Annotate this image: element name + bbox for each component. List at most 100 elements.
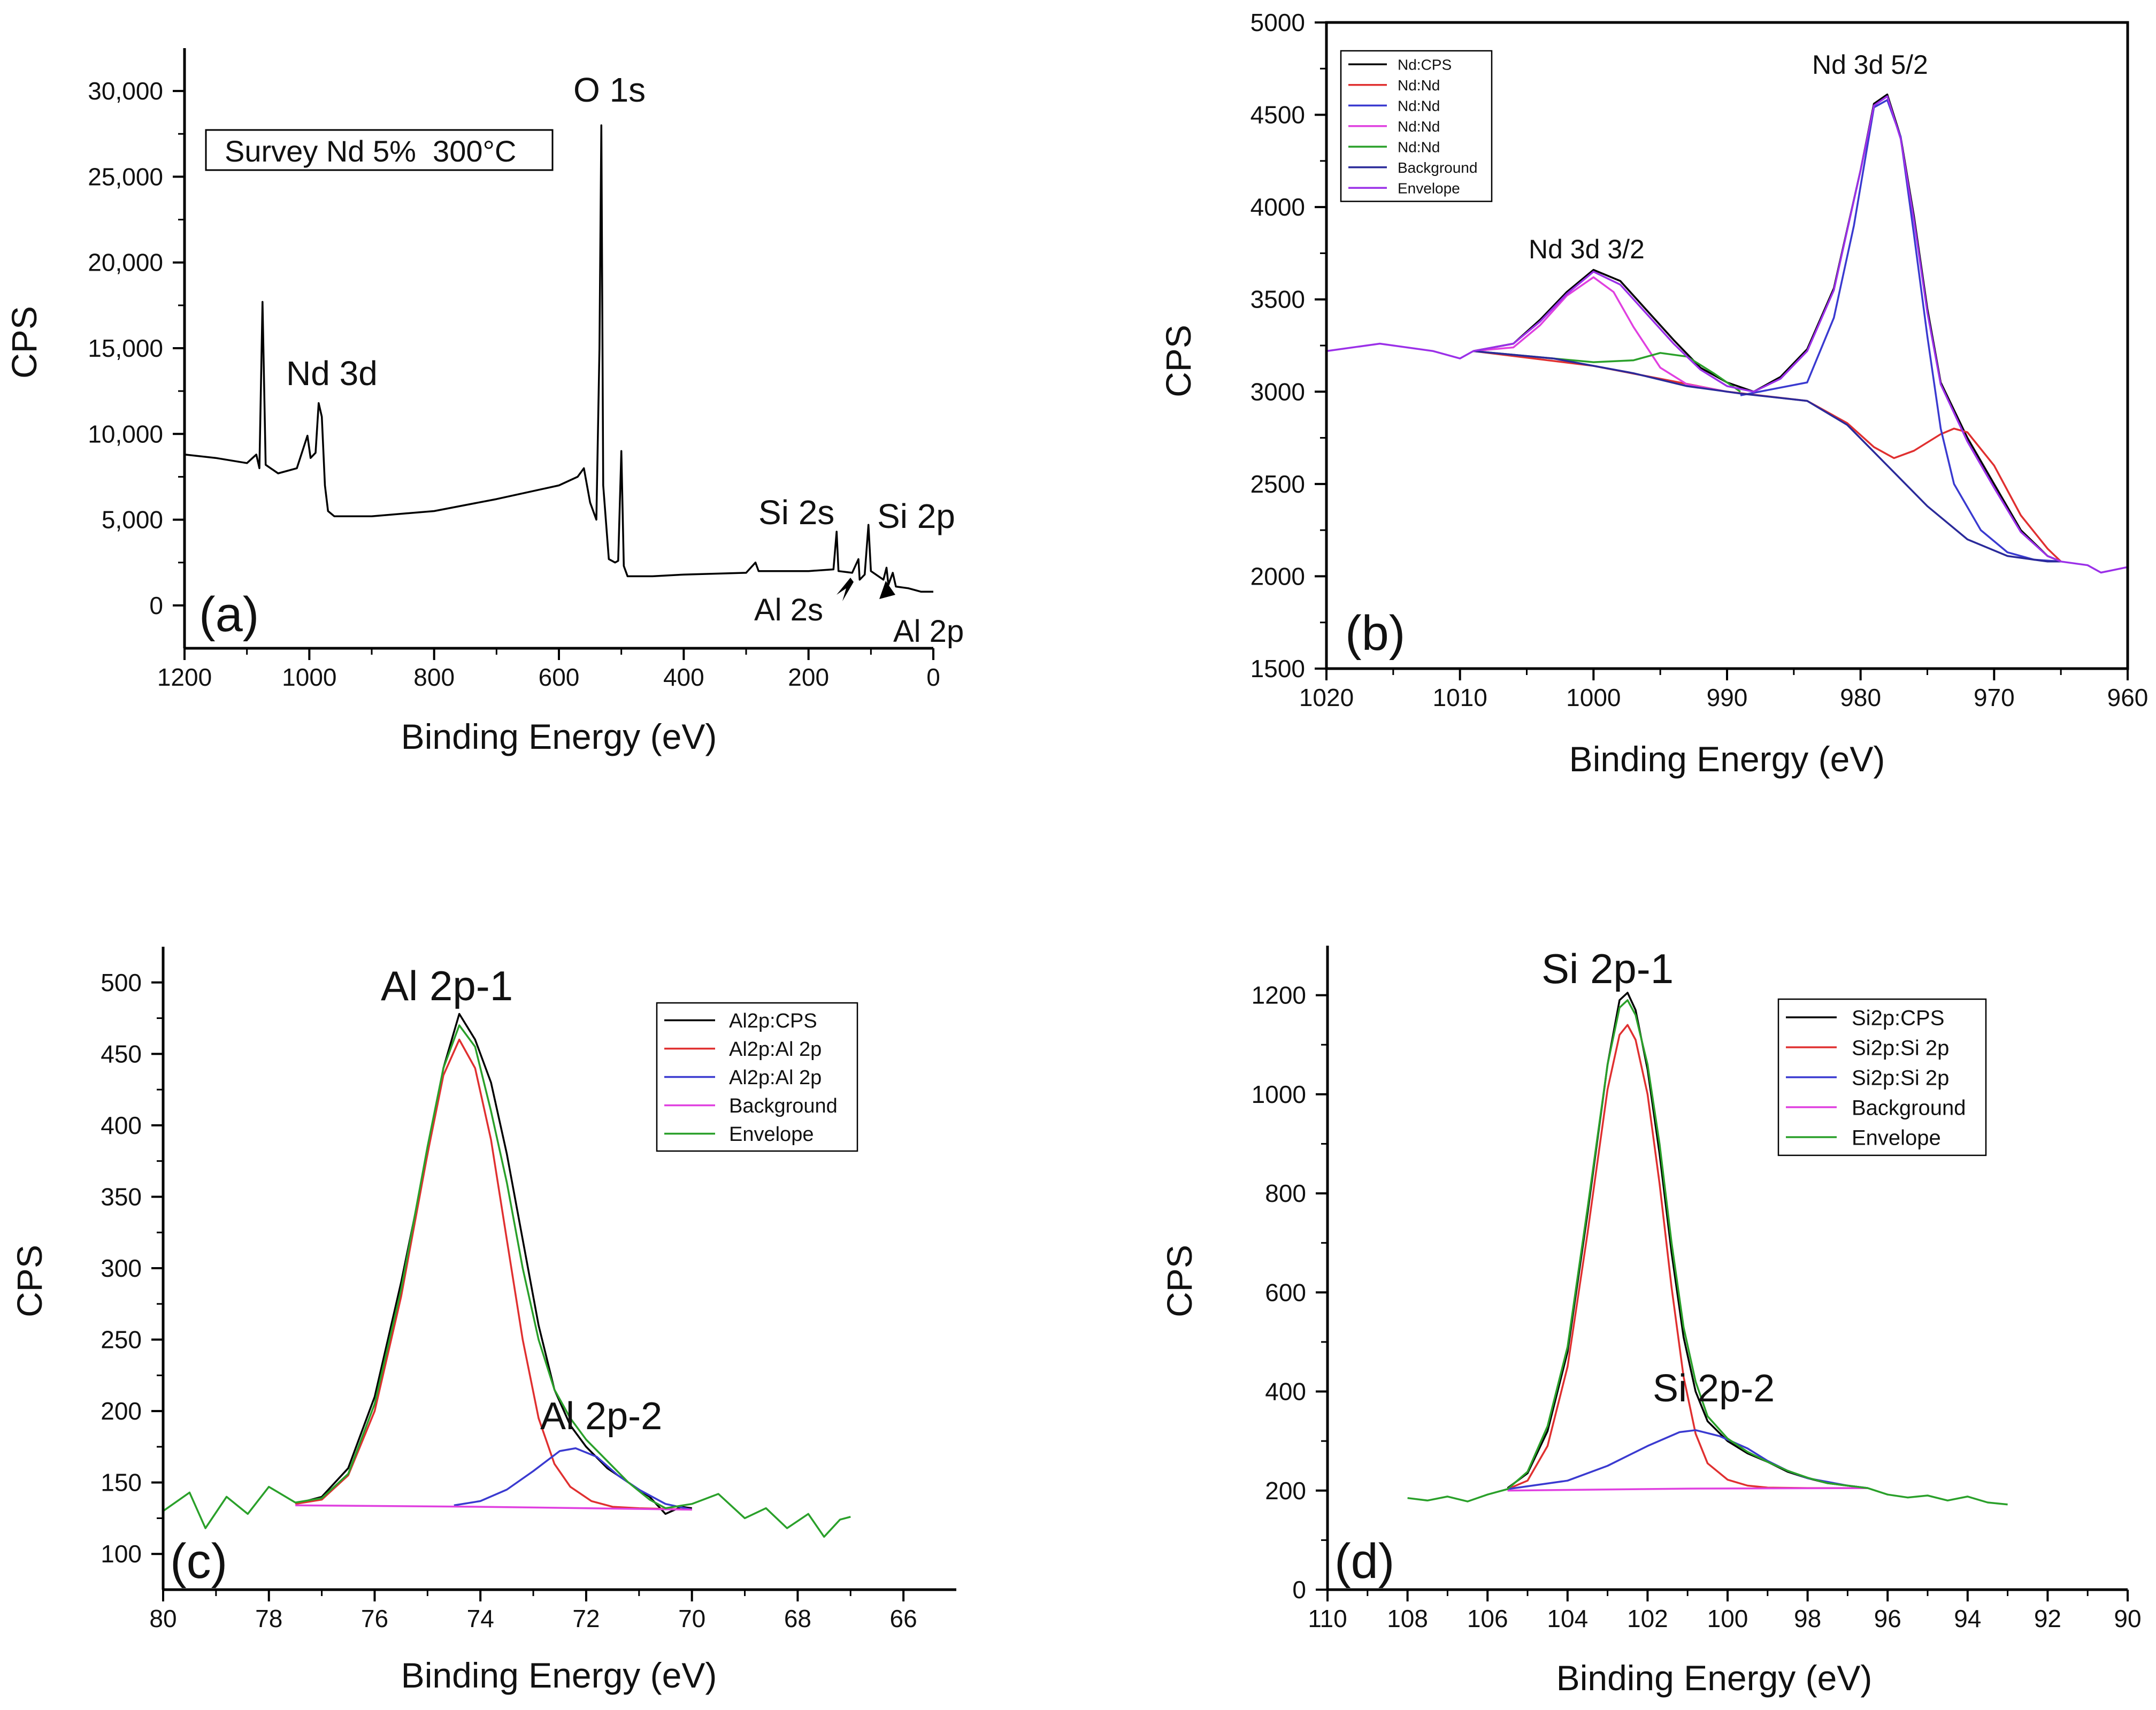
panel-a-x-tick-label: 600 [539,663,580,691]
panel-b-series-0-nd-cps [1473,93,2061,563]
annotation-nd-3d: Nd 3d [286,354,378,393]
panel-a-legend-text: Survey Nd 5% 300°C [225,134,516,168]
panel-b-x-tick-label: 990 [1707,684,1748,711]
panel-a-x-tick-label: 1000 [282,663,336,691]
panel-a-legend-box [205,129,554,171]
panel-d-legend-label: Background [1852,1096,1966,1119]
panel-d-legend-label: Si2p:Si 2p [1852,1066,1949,1090]
panel-b-x-tick-label: 970 [1974,684,2015,711]
panel-b-x-tick-label: 980 [1840,684,1881,711]
panel-b-nd-3d-spectrum: 1020 1010 1000 990 980 970 960 1500 2000 2500 3000… [1158,9,2148,779]
annotation-si-2s: Si 2s [758,493,834,532]
panel-d-series-4-envelope [1407,999,2008,1506]
panel-a-y-tick-label: 25,000 [88,163,163,190]
panel-d-x-tick-label: 108 [1387,1605,1428,1632]
panel-b-y-tick-label: 2000 [1250,562,1305,590]
panel-b-y-tick-label: 4500 [1250,101,1305,129]
panel-c-series-0-al2p-cps [295,1013,692,1515]
panel-d-tick-layer: 110 108 106 104 102 100 98 96 94 92 90 0 200 400 600 80… [1252,981,2142,1632]
panel-c-y-tick-label: 400 [101,1111,142,1139]
annotation-al-2p-1: Al 2p-1 [381,962,513,1009]
panel-d-y-tick-label: 200 [1265,1477,1306,1505]
panel-b-legend-label: Nd:CPS [1398,56,1452,73]
panel-b-y-tick-label: 4000 [1250,193,1305,221]
panel-a-series-0-spectrum [184,124,933,593]
panel-b-legend-label: Background [1398,159,1477,176]
panel-a-y-tick-label: 20,000 [88,249,163,277]
panel-b-y-axis-label: CPS [1158,325,1198,397]
annotation-si-2p-1: Si 2p-1 [1541,945,1674,992]
panel-d-x-tick-label: 98 [1794,1605,1821,1632]
panel-d-y-tick-label: 1000 [1252,1080,1306,1108]
panel-c-legend-label: Al2p:CPS [729,1010,817,1032]
panel-d-si-2p-spectrum: 110 108 106 104 102 100 98 96 94 92 90 0 200 400 600 80… [1160,945,2142,1698]
panel-b-tick-layer: 1020 1010 1000 990 980 970 960 1500 2000 2500 3000… [1250,9,2149,711]
panel-d-series-3-background [1507,1487,1868,1492]
panel-a-y-tick-label: 30,000 [88,77,163,105]
panel-c-y-tick-label: 450 [101,1040,142,1068]
panel-c-y-tick-label: 350 [101,1183,142,1210]
panel-d-y-axis-label: CPS [1160,1245,1199,1317]
panel-b-x-tick-label: 1010 [1432,684,1487,711]
panel-c-y-tick-label: 300 [101,1254,142,1282]
panel-c-series-4-envelope [162,1024,851,1538]
panel-c-y-tick-label: 150 [101,1469,142,1497]
panel-b-series-4-nd-nd [1473,350,1741,393]
panel-c-legend-label: Al2p:Al 2p [729,1038,822,1061]
panel-c-al-2p-spectrum: 80 78 76 74 72 70 68 66 100 150 200 250 300 350 400 450… [10,947,956,1695]
panel-b-x-tick-label: 960 [2107,684,2149,711]
panel-b-y-tick-label: 3500 [1250,286,1305,313]
panel-b-series-5-background [1473,350,2061,563]
panel-b-legend-label: Nd:Nd [1398,77,1440,94]
panel-c-y-tick-label: 500 [101,969,142,996]
panel-d-x-tick-label: 110 [1308,1605,1347,1632]
panel-d-y-tick-label: 800 [1265,1179,1306,1207]
panel-b-series-6-envelope [1326,95,2128,574]
arrow-al-2p [879,581,895,599]
panel-d-y-tick-label: 1200 [1252,981,1306,1009]
panel-a-label: (a) [199,587,259,642]
panel-c-y-tick-label: 200 [101,1397,142,1425]
annotation-si-2p: Si 2p [877,497,955,535]
panel-c-legend-label: Envelope [729,1123,814,1146]
panel-d-x-tick-label: 100 [1707,1605,1748,1632]
annotation-al-2p-2: Al 2p-2 [540,1395,662,1438]
panel-a-x-tick-label: 400 [663,663,704,691]
panel-b-legend-label: Nd:Nd [1398,97,1440,114]
annotation-al-2s: Al 2s [754,593,823,627]
panel-c-tick-layer: 80 78 76 74 72 70 68 66 100 150 200 250 300 350 400 450… [101,969,917,1632]
annotation-nd-3d-3-2: Nd 3d 3/2 [1529,234,1645,264]
panel-b-x-tick-label: 1000 [1566,684,1621,711]
panel-a-survey-spectrum: 1200 1000 800 600 400 200 0 0 5,000 10,000 15,000 2… [4,48,964,756]
panel-d-legend-label: Si2p:Si 2p [1852,1036,1949,1060]
panel-a-y-tick-label: 10,000 [88,420,163,448]
panel-a-x-tick-label: 800 [413,663,455,691]
panel-d-series-layer [1407,992,2008,1506]
arrow-al-2s [837,578,854,601]
panel-c-series-3-background [295,1504,692,1511]
panel-d-y-tick-label: 0 [1292,1576,1306,1604]
panel-c-series-2-al2p-al-2p [454,1447,693,1511]
panel-c-legend-label: Al2p:Al 2p [729,1067,822,1089]
panel-c-x-tick-label: 66 [890,1605,917,1632]
panel-c-x-tick-label: 72 [572,1605,600,1632]
panel-d-x-tick-label: 102 [1627,1605,1668,1632]
panel-a-y-tick-label: 5,000 [102,506,163,534]
panel-c-x-tick-label: 74 [467,1605,494,1632]
panel-c-x-tick-label: 80 [149,1605,177,1632]
panel-d-legend-label: Si2p:CPS [1852,1006,1944,1030]
panel-c-y-axis-label: CPS [10,1245,49,1317]
panel-b-y-tick-label: 3000 [1250,378,1305,405]
panel-c-series-layer [162,1013,851,1538]
panel-a-y-tick-label: 15,000 [88,334,163,362]
panel-c-legend-label: Background [729,1095,838,1117]
panel-a-x-tick-label: 1200 [157,663,212,691]
panel-d-legend: Si2p:CPS Si2p:Si 2p Si2p:Si 2p Background En… [1777,998,1987,1156]
panel-b-legend: Nd:CPS Nd:Nd Nd:Nd Nd:Nd Nd:Nd Background Enve… [1340,50,1493,202]
panel-b-legend-label: Nd:Nd [1398,118,1440,135]
panel-d-legend-label: Envelope [1852,1126,1941,1149]
panel-c-x-axis-label: Binding Energy (eV) [401,1655,717,1695]
panel-d-y-tick-label: 600 [1265,1278,1306,1306]
panel-b-x-axis-label: Binding Energy (eV) [1569,739,1885,779]
panel-b-series-3-nd-nd [1473,276,1741,395]
